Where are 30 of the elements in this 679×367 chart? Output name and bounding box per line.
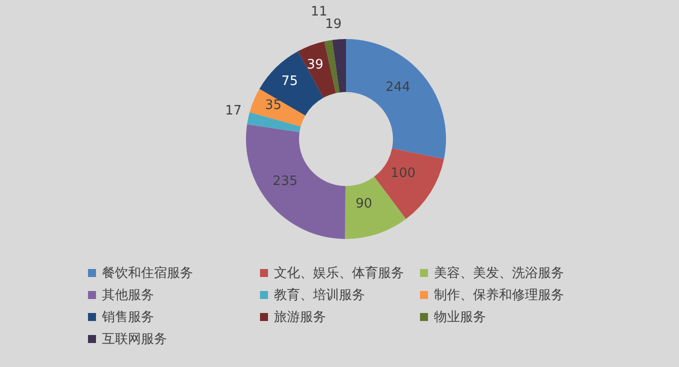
donut-slice bbox=[246, 124, 346, 239]
donut-slice bbox=[332, 39, 346, 92]
legend-label: 制作、保养和修理服务 bbox=[434, 287, 564, 304]
donut-slice bbox=[247, 112, 301, 132]
legend-label: 美容、美发、洗浴服务 bbox=[434, 265, 564, 282]
legend-label: 互联网服务 bbox=[102, 331, 167, 348]
data-label: 75 bbox=[281, 74, 298, 89]
donut-slice bbox=[346, 39, 446, 160]
data-label: 19 bbox=[325, 16, 342, 32]
legend-label: 餐饮和住宿服务 bbox=[102, 265, 193, 282]
data-label: 17 bbox=[225, 104, 242, 119]
donut-slice bbox=[259, 51, 324, 116]
data-label: 100 bbox=[390, 166, 416, 181]
legend-label: 其他服务 bbox=[102, 287, 154, 304]
legend-label: 销售服务 bbox=[102, 309, 154, 326]
data-label: 244 bbox=[386, 80, 410, 96]
legend-label: 文化、娱乐、体育服务 bbox=[274, 264, 404, 282]
data-label: 235 bbox=[272, 174, 298, 190]
data-label: 11 bbox=[310, 4, 328, 20]
donut-slice bbox=[250, 88, 306, 126]
data-label: 35 bbox=[264, 98, 282, 114]
legend-label: 旅游服务 bbox=[274, 309, 326, 326]
legend-label: 教育、培训服务 bbox=[274, 286, 365, 304]
data-label: 90 bbox=[356, 196, 372, 212]
donut-slice bbox=[298, 41, 336, 98]
donut-slice bbox=[344, 176, 406, 239]
legend-label: 物业服务 bbox=[434, 309, 486, 326]
donut-slice bbox=[374, 148, 444, 220]
data-label: 39 bbox=[306, 58, 324, 73]
donut-slice bbox=[324, 40, 340, 94]
